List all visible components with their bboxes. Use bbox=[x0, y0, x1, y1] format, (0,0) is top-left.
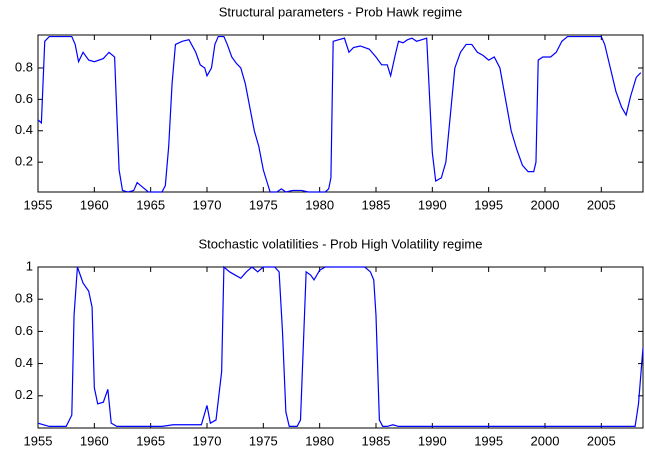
chart-title: Stochastic volatilities - Prob High Vola… bbox=[199, 236, 483, 251]
y-tick-label: 0.6 bbox=[15, 323, 33, 338]
x-tick-label: 1995 bbox=[474, 197, 503, 212]
y-tick-label: 0.4 bbox=[15, 122, 33, 137]
x-tick-label: 1975 bbox=[249, 433, 278, 448]
x-tick-label: 1970 bbox=[193, 433, 222, 448]
y-tick-label: 0.2 bbox=[15, 154, 33, 169]
y-tick-label: 0.4 bbox=[15, 355, 33, 370]
axes-box bbox=[37, 266, 644, 429]
y-tick-label: 0.2 bbox=[15, 387, 33, 402]
x-tick-label: 1960 bbox=[80, 197, 109, 212]
chart-title: Structural parameters - Prob Hawk regime bbox=[219, 4, 462, 19]
x-tick-label: 1975 bbox=[249, 197, 278, 212]
x-tick-label: 1965 bbox=[136, 433, 165, 448]
x-tick-label: 1980 bbox=[305, 433, 334, 448]
y-tick-label: 0.8 bbox=[15, 291, 33, 306]
y-tick-label: 1 bbox=[26, 258, 33, 273]
x-tick-label: 1970 bbox=[193, 197, 222, 212]
x-tick-label: 1980 bbox=[305, 197, 334, 212]
x-tick-label: 1990 bbox=[418, 197, 447, 212]
x-tick-label: 2000 bbox=[531, 197, 560, 212]
x-tick-label: 2000 bbox=[531, 433, 560, 448]
x-tick-label: 1990 bbox=[418, 433, 447, 448]
x-tick-label: 1985 bbox=[362, 197, 391, 212]
x-tick-label: 2005 bbox=[587, 433, 616, 448]
x-tick-label: 1960 bbox=[80, 433, 109, 448]
data-line bbox=[37, 35, 642, 193]
x-tick-label: 1965 bbox=[136, 197, 165, 212]
x-tick-label: 2005 bbox=[587, 197, 616, 212]
axes-box bbox=[37, 34, 644, 193]
y-tick-label: 0.6 bbox=[15, 91, 33, 106]
x-tick-label: 1955 bbox=[24, 433, 53, 448]
x-tick-label: 1985 bbox=[362, 433, 391, 448]
y-tick-label: 0.8 bbox=[15, 59, 33, 74]
x-tick-label: 1955 bbox=[24, 197, 53, 212]
x-tick-label: 1995 bbox=[474, 433, 503, 448]
data-line bbox=[37, 265, 644, 427]
